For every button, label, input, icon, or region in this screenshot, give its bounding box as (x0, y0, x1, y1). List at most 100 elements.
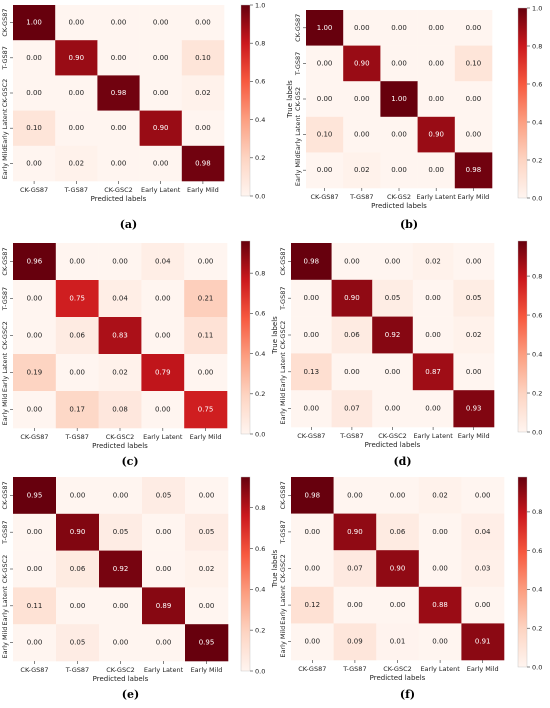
cell-value-label: 0.00 (390, 491, 406, 499)
heatmap-cell (453, 279, 495, 317)
heatmap-cell (141, 280, 185, 318)
confusion-matrix-panel: 0.96 0.00 0.00 0.04 0.00 0.00 0.75 0.04 0.00 0.21… (0, 240, 265, 468)
x-tick-label: CK-GS87 (20, 666, 48, 674)
heatmap-cell (306, 152, 344, 189)
heatmap-cell (417, 152, 456, 189)
cell-value-label: 0.02 (432, 491, 448, 499)
x-tick-label: CK-GSC2 (378, 432, 407, 440)
cell-value-label: 0.00 (391, 166, 407, 174)
cell-value-label: 0.00 (27, 528, 43, 536)
heatmap-cell (13, 280, 57, 318)
y-tick-label: Early Mild (294, 154, 302, 186)
heatmap-cell (13, 243, 57, 281)
colorbar-tick-label: 1.0 (255, 1, 265, 9)
heatmap-cell (56, 624, 100, 662)
heatmap-cell (139, 110, 183, 147)
heatmap-cell (376, 513, 420, 551)
y-tick-label: T-GS87 (279, 286, 287, 310)
colorbar-tick-label: 0.2 (255, 154, 265, 162)
cell-value-label: 0.00 (347, 491, 363, 499)
heatmap-cell (55, 75, 98, 111)
heatmap-cell (417, 81, 456, 118)
colorbar-tick-label: 1.0 (532, 4, 542, 12)
cell-value-label: 0.00 (195, 124, 211, 132)
heatmap-cell (13, 391, 57, 429)
y-tick-label: CK-GSC2 (279, 321, 287, 350)
cell-value-label: 0.00 (195, 19, 211, 27)
cell-value-label: 0.90 (390, 565, 406, 573)
heatmap-cell (55, 40, 98, 76)
heatmap-cell (291, 390, 332, 428)
heatmap-cell (142, 587, 186, 625)
cell-value-label: 0.98 (111, 89, 127, 97)
cell-value-label: 0.00 (317, 166, 333, 174)
heatmap-cell (333, 586, 377, 624)
heatmap-cell (291, 586, 334, 624)
cell-value-label: 0.98 (195, 159, 211, 167)
heatmap-cell (380, 10, 418, 46)
x-tick-label: T-GS87 (349, 193, 373, 201)
heatmap-cell (99, 587, 143, 625)
cell-value-label: 0.83 (112, 332, 128, 340)
heatmap-cell (142, 477, 186, 515)
colorbar-tick-label: 0.8 (532, 272, 542, 280)
cell-value-label: 0.00 (112, 258, 128, 266)
cell-value-label: 0.05 (113, 528, 129, 536)
heatmap-cell (453, 243, 495, 281)
cell-value-label: 0.90 (428, 131, 444, 139)
y-tick-label: Early Mild (1, 147, 9, 179)
heatmap-cell (376, 623, 420, 661)
y-tick-label: CK-GS87 (1, 481, 9, 509)
cell-value-label: 0.03 (475, 565, 491, 573)
colorbar-tick-label: 0.0 (255, 430, 265, 438)
cell-value-label: 0.00 (27, 639, 43, 647)
cell-value-label: 0.00 (111, 54, 127, 62)
colorbar-tick-label: 0.0 (532, 428, 542, 436)
y-tick-label: CK-GS87 (1, 247, 9, 275)
cell-value-label: 0.00 (153, 19, 169, 27)
x-axis-label: Predicted labels (93, 675, 149, 683)
heatmap-cell (181, 145, 225, 182)
heatmap-cell (306, 116, 344, 153)
y-tick-label: Early Latent (1, 352, 9, 392)
confusion-matrix-panel: 0.95 0.00 0.00 0.05 0.00 0.00 0.90 0.05 0.00 0.05… (0, 476, 265, 701)
colorbar-tick-label: 0.6 (255, 310, 265, 318)
cell-value-label: 0.06 (70, 565, 86, 573)
cell-value-label: 0.90 (354, 59, 370, 67)
heatmap-cell (55, 317, 99, 355)
heatmap-cell (55, 243, 99, 281)
heatmap-cell (139, 5, 183, 41)
x-tick-label: CK-GSC2 (106, 433, 135, 441)
heatmap-cell (343, 116, 381, 153)
cell-value-label: 0.02 (425, 257, 441, 265)
cell-value-label: 0.05 (466, 294, 482, 302)
cell-value-label: 0.90 (70, 528, 86, 536)
cell-value-label: 0.00 (69, 258, 85, 266)
y-tick-label: Early Latent (279, 352, 287, 392)
cell-value-label: 0.00 (428, 95, 444, 103)
cell-value-label: 0.07 (344, 405, 360, 413)
heatmap-cell (343, 10, 381, 46)
x-tick-label: CK-GS87 (297, 432, 325, 440)
heatmap-cell (331, 390, 373, 428)
colorbar-tick-label: 0.2 (532, 156, 542, 164)
cell-value-label: 0.00 (432, 638, 448, 646)
x-tick-label: Early Mild (467, 665, 499, 673)
cell-value-label: 0.93 (466, 405, 482, 413)
cell-value-label: 0.00 (475, 601, 491, 609)
heatmap-cell (306, 10, 344, 46)
cell-value-label: 0.00 (466, 24, 482, 32)
heatmap-cell (306, 45, 344, 82)
y-tick-label: CK-GS2 (294, 87, 302, 111)
heatmap-cell (142, 513, 186, 551)
heatmap-cell (97, 40, 140, 76)
x-axis-label: Predicted labels (92, 442, 148, 450)
cell-value-label: 0.19 (27, 369, 43, 377)
heatmap-cell (139, 145, 183, 182)
heatmap-cell (13, 587, 57, 625)
heatmap-cell (55, 391, 99, 429)
cell-value-label: 0.00 (425, 294, 441, 302)
cell-value-label: 0.00 (156, 528, 172, 536)
cell-value-label: 0.00 (304, 294, 320, 302)
cell-value-label: 1.00 (26, 19, 42, 27)
